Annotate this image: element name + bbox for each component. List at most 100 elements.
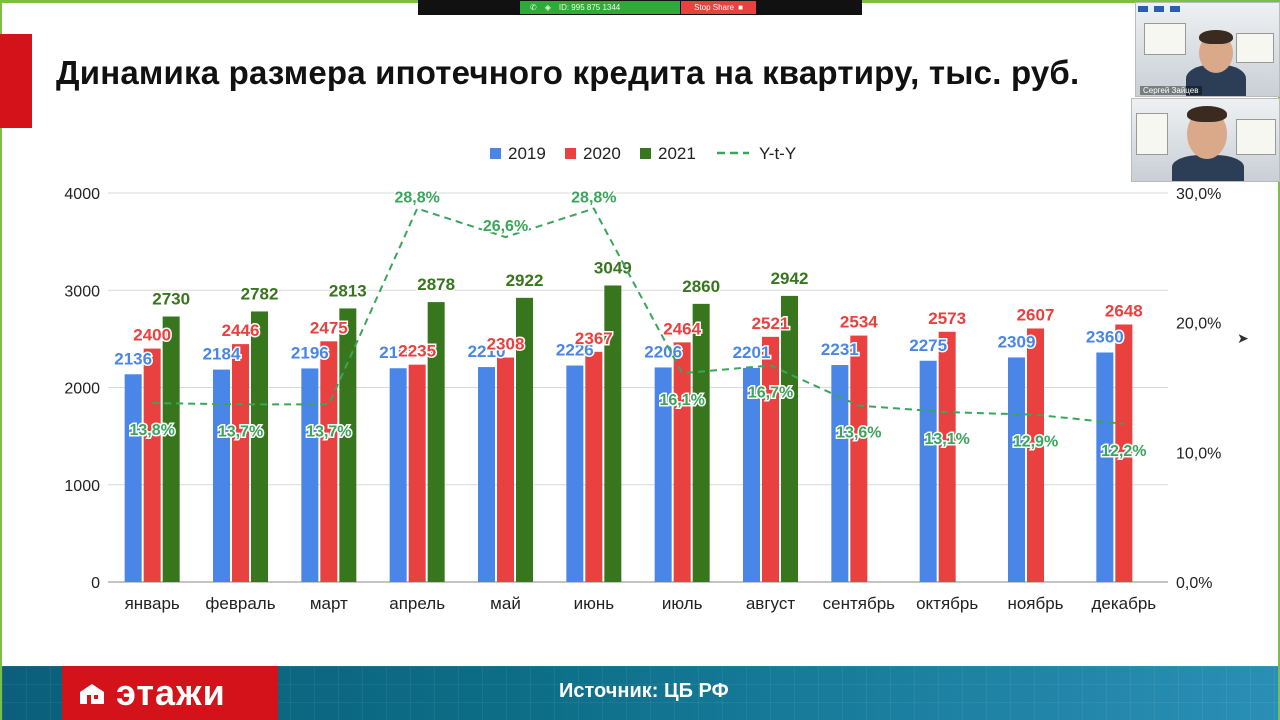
- title-accent-bar: [0, 34, 32, 128]
- bar-2020: [232, 344, 249, 582]
- data-label-2019: 2198: [379, 343, 417, 362]
- data-label-2019: 2360: [1086, 327, 1124, 346]
- x-tick-label: июнь: [574, 594, 615, 613]
- y-tick-left: 3000: [64, 283, 100, 300]
- phone-icon[interactable]: ✆: [530, 3, 537, 12]
- menu-icon[interactable]: [1170, 6, 1180, 12]
- data-label-2020: 2446: [222, 321, 260, 340]
- data-label-2019: 2231: [821, 340, 859, 359]
- video-thumbnail-2[interactable]: [1131, 98, 1280, 182]
- window-left-border: [0, 0, 2, 720]
- legend-swatch-2020: [565, 148, 576, 159]
- yty-label: 13,6%: [836, 425, 881, 442]
- x-tick-label: март: [310, 594, 348, 613]
- bar-2020: [497, 357, 514, 582]
- y-tick-left: 2000: [64, 381, 100, 398]
- minimize-icon[interactable]: [1138, 6, 1148, 12]
- yty-label: 13,8%: [129, 422, 174, 439]
- x-tick-label: май: [490, 594, 521, 613]
- data-label-2021: 2860: [682, 277, 720, 296]
- y-tick-left: 1000: [64, 478, 100, 495]
- layout-icon[interactable]: [1154, 6, 1164, 12]
- bar-2019: [743, 367, 760, 582]
- data-label-2020: 2607: [1017, 305, 1055, 324]
- data-label-2019: 2226: [556, 341, 594, 360]
- yty-label: 28,8%: [571, 190, 616, 207]
- data-label-2020: 2475: [310, 318, 348, 337]
- shield-icon[interactable]: ◈: [544, 3, 551, 12]
- bar-2021: [692, 303, 710, 582]
- x-tick-label: август: [746, 594, 795, 613]
- x-tick-label: сентябрь: [823, 594, 896, 613]
- data-label-2020: 2464: [663, 319, 701, 338]
- legend-swatch-2021: [640, 148, 651, 159]
- yty-line: [152, 207, 1124, 425]
- data-label-2019: 2196: [291, 343, 329, 362]
- data-label-2021: 3049: [594, 258, 632, 277]
- data-label-2019: 2184: [203, 345, 241, 364]
- bar-2020: [320, 341, 338, 582]
- slide-title: Динамика размера ипотечного кредита на к…: [56, 54, 1080, 91]
- brand-logo: этажи: [62, 666, 278, 720]
- y-tick-right: 20,0%: [1176, 316, 1221, 333]
- data-label-2019: 2206: [644, 342, 682, 361]
- bar-2020: [673, 342, 691, 582]
- bar-2021: [781, 295, 798, 582]
- yty-label: 12,9%: [1013, 434, 1058, 451]
- x-tick-label: июль: [662, 594, 703, 613]
- bar-2021: [516, 297, 533, 582]
- stop-icon: ■: [738, 3, 743, 12]
- bar-2021: [604, 285, 622, 582]
- bar-2020: [938, 331, 956, 582]
- screen-share-bar: ✆ ◈ ID: 995 875 1344 Stop Share ■: [418, 0, 862, 15]
- stop-share-button[interactable]: Stop Share ■: [681, 1, 756, 14]
- x-tick-label: январь: [125, 594, 180, 613]
- bar-2021: [162, 316, 180, 582]
- data-label-2019: 2210: [468, 342, 506, 361]
- x-tick-label: февраль: [205, 594, 275, 613]
- bar-2021: [427, 302, 445, 582]
- x-tick-label: декабрь: [1091, 594, 1156, 613]
- data-label-2021: 2813: [329, 281, 367, 300]
- video-controls: [1138, 6, 1180, 12]
- data-label-2019: 2136: [114, 349, 152, 368]
- legend-label-2020: 2020: [583, 144, 621, 163]
- y-tick-left: 4000: [64, 186, 100, 203]
- data-label-2020: 2534: [840, 313, 878, 332]
- bar-2020: [143, 348, 161, 582]
- building-icon: [80, 684, 104, 704]
- bar-2019: [301, 368, 319, 582]
- yty-label: 13,7%: [306, 423, 351, 440]
- data-label-2020: 2400: [133, 326, 171, 345]
- x-tick-label: октябрь: [916, 594, 978, 613]
- y-tick-left: 0: [91, 575, 100, 592]
- y-tick-right: 30,0%: [1176, 186, 1221, 203]
- data-label-2021: 2922: [506, 271, 544, 290]
- yty-label: 16,1%: [659, 392, 704, 409]
- bar-2020: [1027, 328, 1044, 582]
- yty-label: 26,6%: [483, 218, 528, 235]
- data-label-2019: 2309: [998, 332, 1036, 351]
- bar-2020: [762, 336, 779, 582]
- yty-label: 28,8%: [394, 190, 439, 207]
- bar-2019: [389, 368, 407, 582]
- bar-2020: [850, 335, 868, 582]
- video-thumbnail-1[interactable]: Сергей Зайцев: [1135, 2, 1280, 97]
- bar-2020: [585, 351, 603, 582]
- bar-2019: [478, 367, 495, 582]
- window-right-border: [1278, 0, 1280, 720]
- source-note: Источник: ЦБ РФ: [559, 680, 729, 702]
- yty-label: 13,1%: [924, 431, 969, 448]
- data-label-2020: 2521: [752, 314, 790, 333]
- y-tick-right: 10,0%: [1176, 445, 1221, 462]
- yty-label: 13,7%: [218, 423, 263, 440]
- data-label-2019: 2201: [733, 343, 771, 362]
- x-tick-label: ноябрь: [1007, 594, 1063, 613]
- logo-text: этажи: [116, 672, 226, 713]
- data-label-2021: 2878: [417, 275, 455, 294]
- data-label-2021: 2782: [241, 284, 279, 303]
- data-label-2021: 2730: [152, 290, 190, 309]
- meeting-id: ID: 995 875 1344: [558, 3, 621, 12]
- legend-swatch-2019: [490, 148, 501, 159]
- bar-2019: [1096, 352, 1114, 582]
